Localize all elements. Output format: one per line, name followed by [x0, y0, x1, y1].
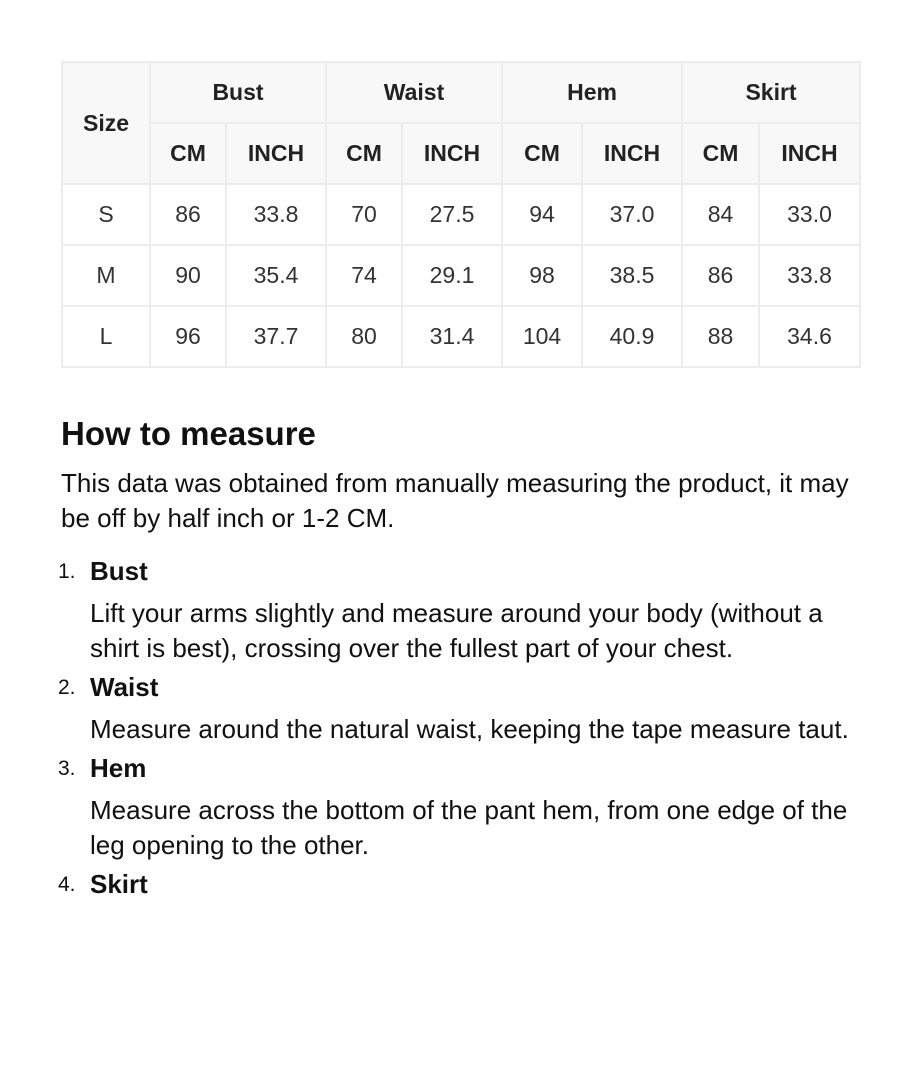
- item-title: Hem: [90, 753, 147, 783]
- item-number: 3.: [58, 757, 76, 780]
- value-cell: 74: [325, 244, 403, 307]
- value-cell: 27.5: [401, 183, 503, 246]
- unit-header: CM: [681, 122, 761, 185]
- value-cell: 70: [325, 183, 403, 246]
- item-title: Bust: [90, 556, 148, 586]
- unit-header: INCH: [580, 122, 684, 185]
- unit-header: INCH: [401, 122, 503, 185]
- value-cell: 88: [681, 305, 761, 368]
- value-cell: 29.1: [401, 244, 503, 307]
- value-cell: 80: [325, 305, 403, 368]
- how-to-measure-section: How to measure This data was obtained fr…: [58, 412, 861, 909]
- value-cell: 86: [681, 244, 761, 307]
- size-cell: S: [61, 183, 151, 246]
- table-row: L 96 37.7 80 31.4 104 40.9 88 34.6: [61, 305, 862, 368]
- item-description: Measure around the natural waist, keepin…: [90, 714, 849, 744]
- item-number: 4.: [58, 873, 76, 896]
- value-cell: 40.9: [580, 305, 684, 368]
- size-cell: L: [61, 305, 151, 368]
- value-cell: 86: [149, 183, 227, 246]
- table-row: M 90 35.4 74 29.1 98 38.5 86 33.8: [61, 244, 862, 307]
- unit-header: INCH: [225, 122, 327, 185]
- list-item: 1. Bust Lift your arms slightly and measur…: [58, 554, 861, 666]
- value-cell: 38.5: [580, 244, 684, 307]
- item-title: Waist: [90, 672, 159, 702]
- value-cell: 37.7: [225, 305, 327, 368]
- unit-header: CM: [149, 122, 227, 185]
- size-header: Size: [61, 61, 151, 185]
- item-description: Lift your arms slightly and measure arou…: [90, 598, 823, 663]
- value-cell: 94: [501, 183, 583, 246]
- size-cell: M: [61, 244, 151, 307]
- list-item: 2. Waist Measure around the natural waist,…: [58, 670, 861, 747]
- section-title: How to measure: [61, 415, 316, 452]
- value-cell: 34.6: [758, 305, 862, 368]
- value-cell: 33.8: [758, 244, 862, 307]
- value-cell: 33.0: [758, 183, 862, 246]
- group-header: Waist: [325, 61, 503, 124]
- value-cell: 90: [149, 244, 227, 307]
- unit-header: CM: [325, 122, 403, 185]
- list-item: 4. Skirt: [58, 867, 861, 901]
- value-cell: 96: [149, 305, 227, 368]
- item-number: 1.: [58, 560, 76, 583]
- value-cell: 35.4: [225, 244, 327, 307]
- item-number: 2.: [58, 676, 76, 699]
- group-header: Bust: [149, 61, 327, 124]
- value-cell: 84: [681, 183, 761, 246]
- unit-header: CM: [501, 122, 583, 185]
- group-header: Hem: [500, 61, 684, 124]
- measure-list: 1. Bust Lift your arms slightly and measur…: [58, 554, 861, 901]
- item-title: Skirt: [90, 869, 148, 899]
- table-row: S 86 33.8 70 27.5 94 37.0 84 33.0: [61, 183, 862, 246]
- value-cell: 33.8: [225, 183, 327, 246]
- value-cell: 37.0: [580, 183, 684, 246]
- value-cell: 31.4: [401, 305, 503, 368]
- unit-header: INCH: [758, 122, 862, 185]
- intro-text: This data was obtained from manually mea…: [61, 468, 849, 533]
- item-description: Measure across the bottom of the pant he…: [90, 795, 848, 860]
- size-chart-table: Size Bust Waist Hem Skirt CM INCH CM INCH CM…: [61, 61, 862, 368]
- value-cell: 104: [501, 305, 583, 368]
- value-cell: 98: [501, 244, 583, 307]
- group-header: Skirt: [681, 61, 862, 124]
- list-item: 3. Hem Measure across the bottom of the pa…: [58, 751, 861, 863]
